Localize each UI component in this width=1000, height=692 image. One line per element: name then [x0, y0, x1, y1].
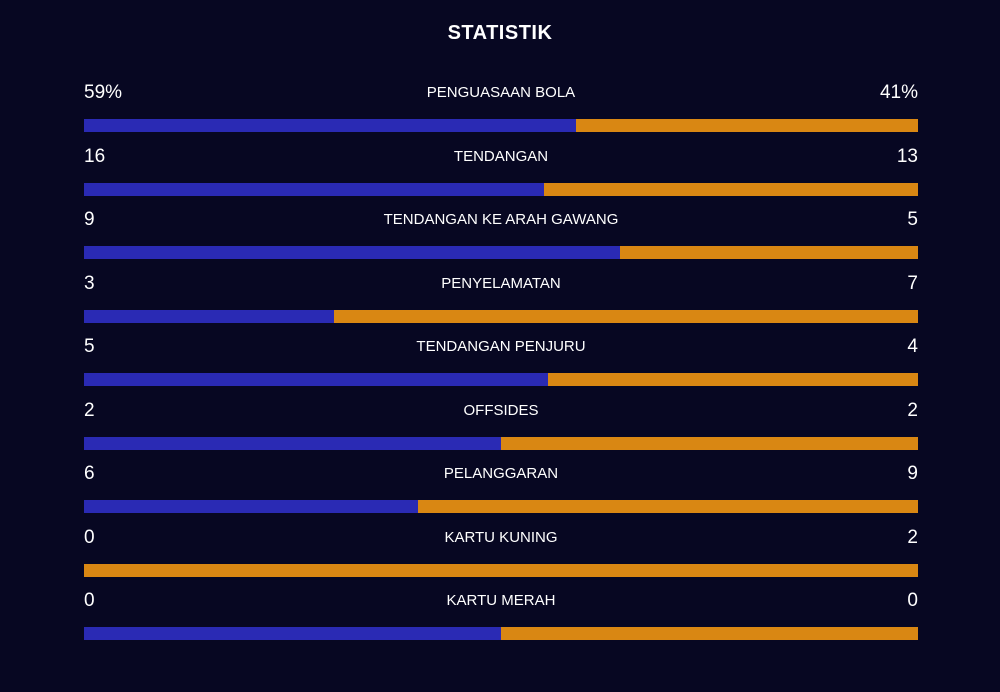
stats-list: 59% PENGUASAAN BOLA 41% 16 TENDANGAN 13 … — [84, 81, 918, 653]
away-value: 4 — [907, 336, 918, 357]
comparison-bar — [84, 373, 918, 386]
stat-row-possession: 59% PENGUASAAN BOLA 41% — [84, 81, 918, 145]
comparison-bar — [84, 119, 918, 132]
home-value: 0 — [84, 590, 95, 611]
home-bar-fill — [84, 373, 548, 386]
stat-labels: 6 PELANGGARAN 9 — [84, 462, 918, 486]
stat-labels: 0 KARTU KUNING 2 — [84, 526, 918, 550]
stat-row-red-cards: 0 KARTU MERAH 0 — [84, 589, 918, 653]
stat-label: TENDANGAN PENJURU — [416, 338, 586, 355]
stat-label: PELANGGARAN — [443, 465, 559, 482]
away-value: 2 — [907, 399, 918, 421]
home-value: 0 — [84, 526, 95, 548]
away-value: 13 — [896, 145, 918, 167]
home-value: 9 — [84, 209, 95, 230]
stat-row-saves: 3 PENYELAMATAN 7 — [84, 272, 918, 336]
home-value: 6 — [84, 463, 95, 484]
stat-row-shots: 16 TENDANGAN 13 — [84, 145, 918, 209]
away-value: 9 — [907, 463, 918, 484]
home-bar-fill — [84, 627, 501, 640]
stat-label: TENDANGAN — [453, 147, 549, 165]
stat-row-fouls: 6 PELANGGARAN 9 — [84, 462, 918, 526]
comparison-bar — [84, 500, 918, 513]
stat-labels: 59% PENGUASAAN BOLA 41% — [84, 81, 918, 105]
stat-labels: 2 OFFSIDES 2 — [84, 399, 918, 423]
home-bar-fill — [84, 309, 335, 323]
stat-labels: 0 KARTU MERAH 0 — [84, 589, 918, 613]
home-value: 3 — [84, 272, 95, 294]
stat-row-shots-on-target: 9 TENDANGAN KE ARAH GAWANG 5 — [84, 208, 918, 272]
home-value: 2 — [84, 399, 95, 421]
home-bar-fill — [84, 500, 418, 513]
stat-row-yellow-cards: 0 KARTU KUNING 2 — [84, 526, 918, 590]
comparison-bar — [84, 436, 918, 450]
comparison-bar — [84, 627, 918, 640]
home-bar-fill — [84, 182, 545, 196]
stat-label: TENDANGAN KE ARAH GAWANG — [383, 211, 619, 228]
stat-labels: 5 TENDANGAN PENJURU 4 — [84, 335, 918, 359]
stat-label: OFFSIDES — [463, 401, 539, 419]
home-value: 16 — [84, 145, 106, 167]
stat-labels: 16 TENDANGAN 13 — [84, 145, 918, 169]
stat-label: KARTU MERAH — [446, 592, 556, 609]
stat-label: PENYELAMATAN — [441, 274, 561, 292]
comparison-bar — [84, 563, 918, 577]
panel-title: STATISTIK — [447, 22, 553, 44]
away-value: 0 — [907, 590, 918, 611]
away-value: 2 — [907, 526, 918, 548]
home-bar-fill — [84, 246, 621, 259]
comparison-bar — [84, 309, 918, 323]
comparison-bar — [84, 246, 918, 259]
comparison-bar — [84, 182, 918, 196]
stat-row-offsides: 2 OFFSIDES 2 — [84, 399, 918, 463]
home-bar-fill — [84, 436, 501, 450]
stat-labels: 3 PENYELAMATAN 7 — [84, 272, 918, 296]
stat-labels: 9 TENDANGAN KE ARAH GAWANG 5 — [84, 208, 918, 232]
stat-label: PENGUASAAN BOLA — [426, 84, 576, 101]
home-bar-fill — [84, 119, 577, 132]
stat-row-corners: 5 TENDANGAN PENJURU 4 — [84, 335, 918, 399]
home-value: 5 — [84, 336, 95, 357]
away-value: 7 — [907, 272, 918, 294]
home-value: 59% — [84, 82, 123, 103]
away-value: 5 — [907, 209, 918, 230]
stat-label: KARTU KUNING — [444, 528, 558, 546]
away-value: 41% — [879, 82, 918, 103]
